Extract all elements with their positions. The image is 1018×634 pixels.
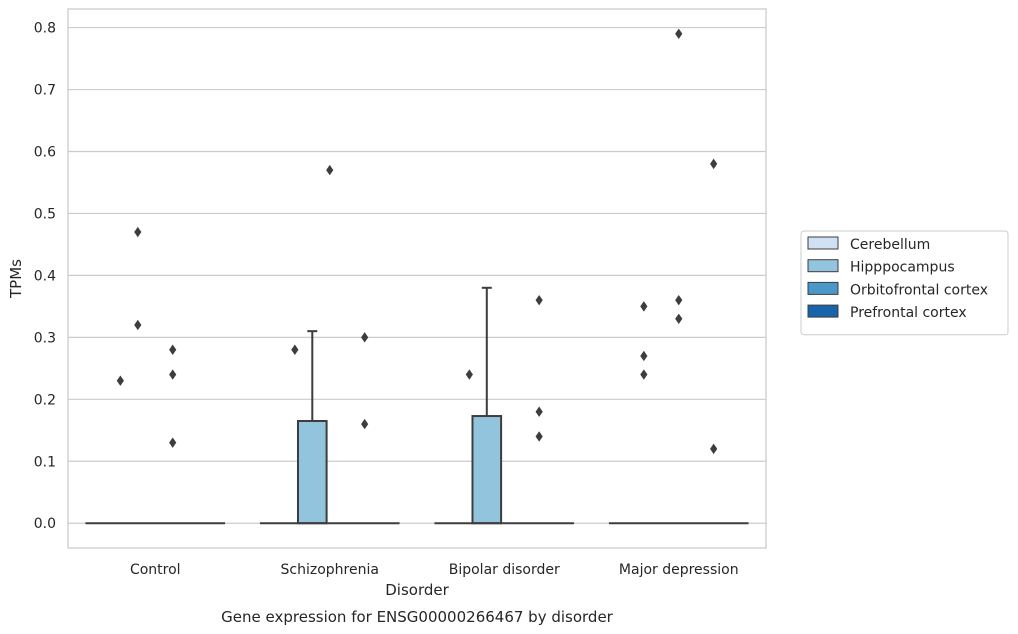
outlier-point <box>361 418 369 430</box>
plot-frame <box>67 8 767 549</box>
legend-frame <box>800 230 1009 336</box>
outlier-point <box>134 226 142 238</box>
outlier-point <box>675 28 683 39</box>
outlier-point <box>361 332 369 343</box>
legend-swatch <box>807 259 839 273</box>
outlier-point <box>710 443 718 455</box>
outlier-point <box>291 344 299 355</box>
outliers <box>116 28 718 455</box>
outlier-point <box>640 350 648 362</box>
y-tick-label: 0.8 <box>34 21 56 37</box>
y-tick-label: 0.1 <box>34 454 56 470</box>
legend-label: Cerebellum <box>850 237 930 253</box>
outlier-point <box>675 294 683 306</box>
box-schizophrenia <box>259 330 400 525</box>
outlier-point <box>169 344 177 355</box>
outlier-point <box>169 369 177 380</box>
y-tick-labels: 0.0 0.1 0.2 0.3 0.4 0.5 0.6 0.7 0.8 <box>34 21 56 533</box>
x-tick-labels: Control Schizophrenia Bipolar disorder Majo… <box>130 562 739 578</box>
x-tick-label: Schizophrenia <box>281 562 379 578</box>
y-tick-label: 0.7 <box>34 83 56 99</box>
x-axis-label: Disorder <box>385 581 449 599</box>
outlier-point <box>169 437 177 448</box>
legend-label: Prefrontal cortex <box>850 305 967 321</box>
y-tick-label: 0.0 <box>34 516 56 532</box>
outlier-point <box>116 375 124 386</box>
outlier-point <box>535 294 543 306</box>
outlier-point <box>535 431 543 442</box>
x-tick-label: Control <box>130 562 181 578</box>
y-tick-label: 0.6 <box>34 144 56 160</box>
outlier-point <box>465 369 473 380</box>
box-body <box>296 419 328 525</box>
outlier-point <box>134 319 142 331</box>
legend-label: Orbitofrontal cortex <box>850 282 988 298</box>
grid-lines <box>68 26 766 524</box>
legend-label: Hipppocampus <box>850 260 955 276</box>
boxes <box>85 286 749 525</box>
legend-swatch <box>807 281 839 295</box>
x-tick-label: Bipolar disorder <box>449 562 560 578</box>
y-tick-label: 0.2 <box>34 392 56 408</box>
x-tick-label: Major depression <box>619 562 739 578</box>
legend: Cerebellum Hipppocampus Orbitofrontal cort… <box>800 230 1009 336</box>
outlier-point <box>535 406 543 417</box>
y-tick-label: 0.3 <box>34 330 56 346</box>
legend-swatch <box>807 304 839 318</box>
box-bipolar-disorder <box>434 286 575 525</box>
y-axis-label: TPMs <box>7 259 25 299</box>
box-body <box>471 415 503 525</box>
y-tick-label: 0.5 <box>34 206 56 222</box>
outlier-point <box>640 301 648 312</box>
outlier-point <box>710 158 718 170</box>
outlier-point <box>326 164 334 176</box>
legend-swatch <box>807 236 839 250</box>
y-tick-label: 0.4 <box>34 268 56 284</box>
chart-caption: Gene expression for ENSG00000266467 by d… <box>221 608 614 626</box>
outlier-point <box>675 313 683 324</box>
outlier-point <box>640 369 648 380</box>
